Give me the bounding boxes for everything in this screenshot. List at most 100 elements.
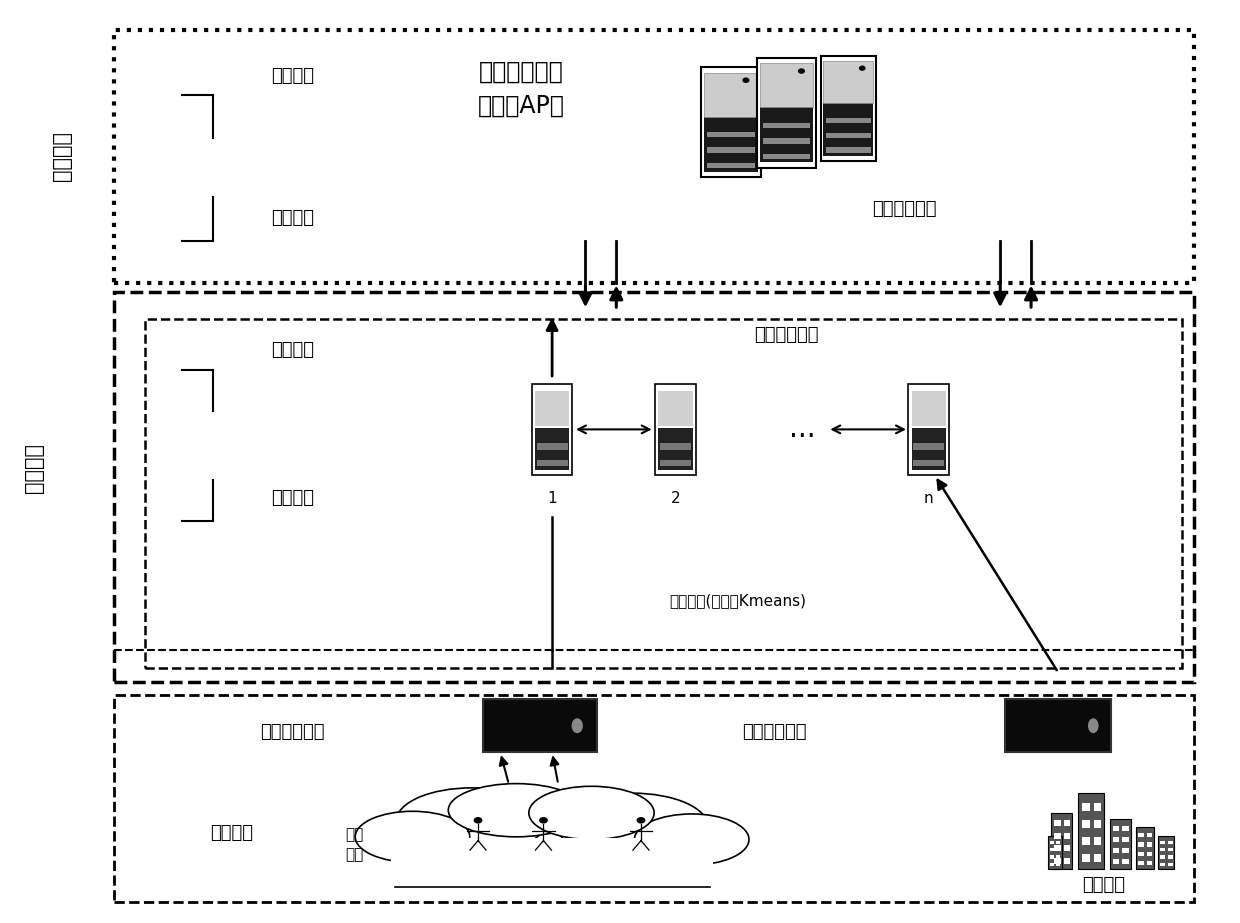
Bar [1050,856,1054,858]
Ellipse shape [1087,718,1099,733]
Bar [1094,854,1101,861]
Bar [760,107,813,162]
Text: 一次聚类: 一次聚类 [272,341,315,358]
Ellipse shape [539,817,548,823]
Bar [1122,859,1128,864]
Bar [1054,857,1060,864]
Text: 1: 1 [474,869,482,883]
Ellipse shape [474,817,482,823]
Text: ...: ... [790,415,816,443]
Bar [758,58,816,168]
Bar [1050,848,1054,851]
Bar [532,384,573,475]
Bar [1056,856,1060,858]
Bar [1056,841,1060,844]
Bar [1054,845,1060,851]
Text: 1: 1 [547,491,557,506]
Bar [826,148,870,152]
Bar [826,118,870,123]
Bar [1094,837,1101,845]
Bar [1054,821,1060,826]
Bar [1122,837,1128,842]
Ellipse shape [528,786,655,840]
Ellipse shape [635,814,749,865]
Bar [763,153,811,159]
Bar [763,138,811,144]
Text: 2: 2 [539,869,548,883]
Text: 二次聚类: 二次聚类 [272,210,315,227]
Bar [660,460,691,466]
Bar [1056,848,1060,851]
Bar [1138,833,1145,837]
Text: 智能小区: 智能小区 [1083,876,1126,894]
Bar [1083,821,1090,828]
Bar [1147,843,1152,846]
Text: 数据收集: 数据收集 [210,824,253,842]
Text: 数据降维: 数据降维 [272,489,315,508]
Bar [660,443,691,450]
Bar [707,148,755,153]
Bar [391,838,713,889]
Bar [911,428,946,470]
Bar [1122,848,1128,853]
Ellipse shape [859,66,866,71]
Bar [1147,852,1152,856]
Bar [704,73,758,116]
Bar [534,428,569,470]
Bar [1083,854,1090,861]
Bar [760,64,813,107]
Text: n: n [636,869,645,883]
Ellipse shape [449,784,584,837]
Bar [707,162,755,168]
Text: ...: ... [583,835,603,855]
Ellipse shape [397,788,547,854]
Bar [1064,833,1070,839]
Bar [1114,837,1120,842]
Bar [1161,848,1166,851]
Text: 信息更新: 信息更新 [272,67,315,85]
Bar [911,390,946,426]
Bar [114,30,1194,282]
Text: 局部站点(自适应Kmeans): 局部站点(自适应Kmeans) [668,593,806,608]
Bar [1147,833,1152,837]
Bar [1083,837,1090,845]
Bar [826,133,870,138]
Bar [658,390,693,426]
Bar [1138,852,1145,856]
Ellipse shape [572,718,583,733]
Bar [1122,826,1128,831]
Bar [1052,812,1073,869]
Bar [1161,841,1166,844]
Bar [763,123,811,128]
Text: n: n [924,491,934,506]
Bar [482,699,596,752]
Bar [1050,841,1054,844]
Bar [823,61,873,103]
Bar [1138,843,1145,846]
Bar [1094,821,1101,828]
Text: 数据采集终端: 数据采集终端 [742,723,806,741]
Bar [702,67,760,177]
Bar [1083,803,1090,811]
Bar [908,384,949,475]
Bar [658,428,693,470]
Text: 全局聚类结果: 全局聚类结果 [754,326,818,344]
Bar [1114,848,1120,853]
Bar [821,55,877,161]
Bar [114,695,1194,902]
Bar [1168,848,1173,851]
Bar [1094,803,1101,811]
Bar [1048,836,1061,869]
Text: 智能
电表: 智能 电表 [346,828,363,862]
Bar [707,132,755,138]
Text: 2: 2 [671,491,681,506]
Text: 全局聚类: 全局聚类 [52,131,72,182]
Bar [1078,793,1104,869]
Ellipse shape [636,817,645,823]
Bar [1136,827,1154,869]
Bar [1161,856,1166,858]
Bar [1168,841,1173,844]
Bar [704,116,758,172]
Ellipse shape [558,793,708,859]
Bar [1114,859,1120,864]
